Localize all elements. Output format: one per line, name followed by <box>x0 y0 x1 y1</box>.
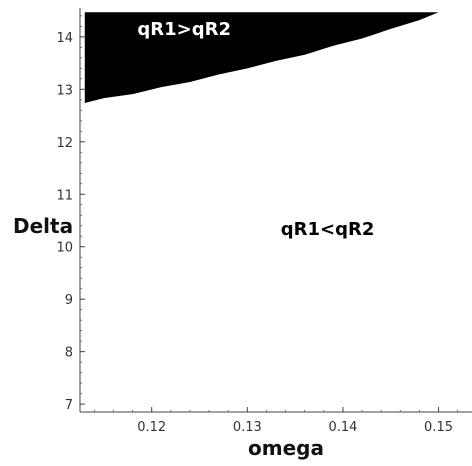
x-axis-title: omega <box>248 436 324 460</box>
x-tick-label: 0.14 <box>328 420 357 435</box>
region-annotation: qR1<qR2 <box>281 219 375 240</box>
y-tick-label: 13 <box>56 83 73 98</box>
annotations: qR1>qR2 qR1<qR2 <box>137 19 374 240</box>
x-tick-label: 0.12 <box>137 420 166 435</box>
y-tick-label: 9 <box>65 293 73 308</box>
tick-marks <box>80 15 459 412</box>
x-tick-label: 0.15 <box>424 420 453 435</box>
x-tick-label: 0.13 <box>233 420 262 435</box>
y-tick-label: 12 <box>56 136 73 151</box>
y-tick-label: 10 <box>56 241 73 256</box>
y-tick-label: 11 <box>56 188 73 203</box>
tick-labels: 0.12 0.13 0.14 0.15 7 8 9 10 11 12 13 14 <box>56 31 453 435</box>
region-annotation: qR1>qR2 <box>137 19 231 40</box>
y-tick-label: 8 <box>65 346 73 361</box>
region-qr1-greater <box>84 12 439 104</box>
axes <box>79 8 472 413</box>
y-axis-title: Delta <box>13 214 73 238</box>
y-tick-label: 14 <box>56 31 73 46</box>
y-tick-label: 7 <box>65 398 73 413</box>
